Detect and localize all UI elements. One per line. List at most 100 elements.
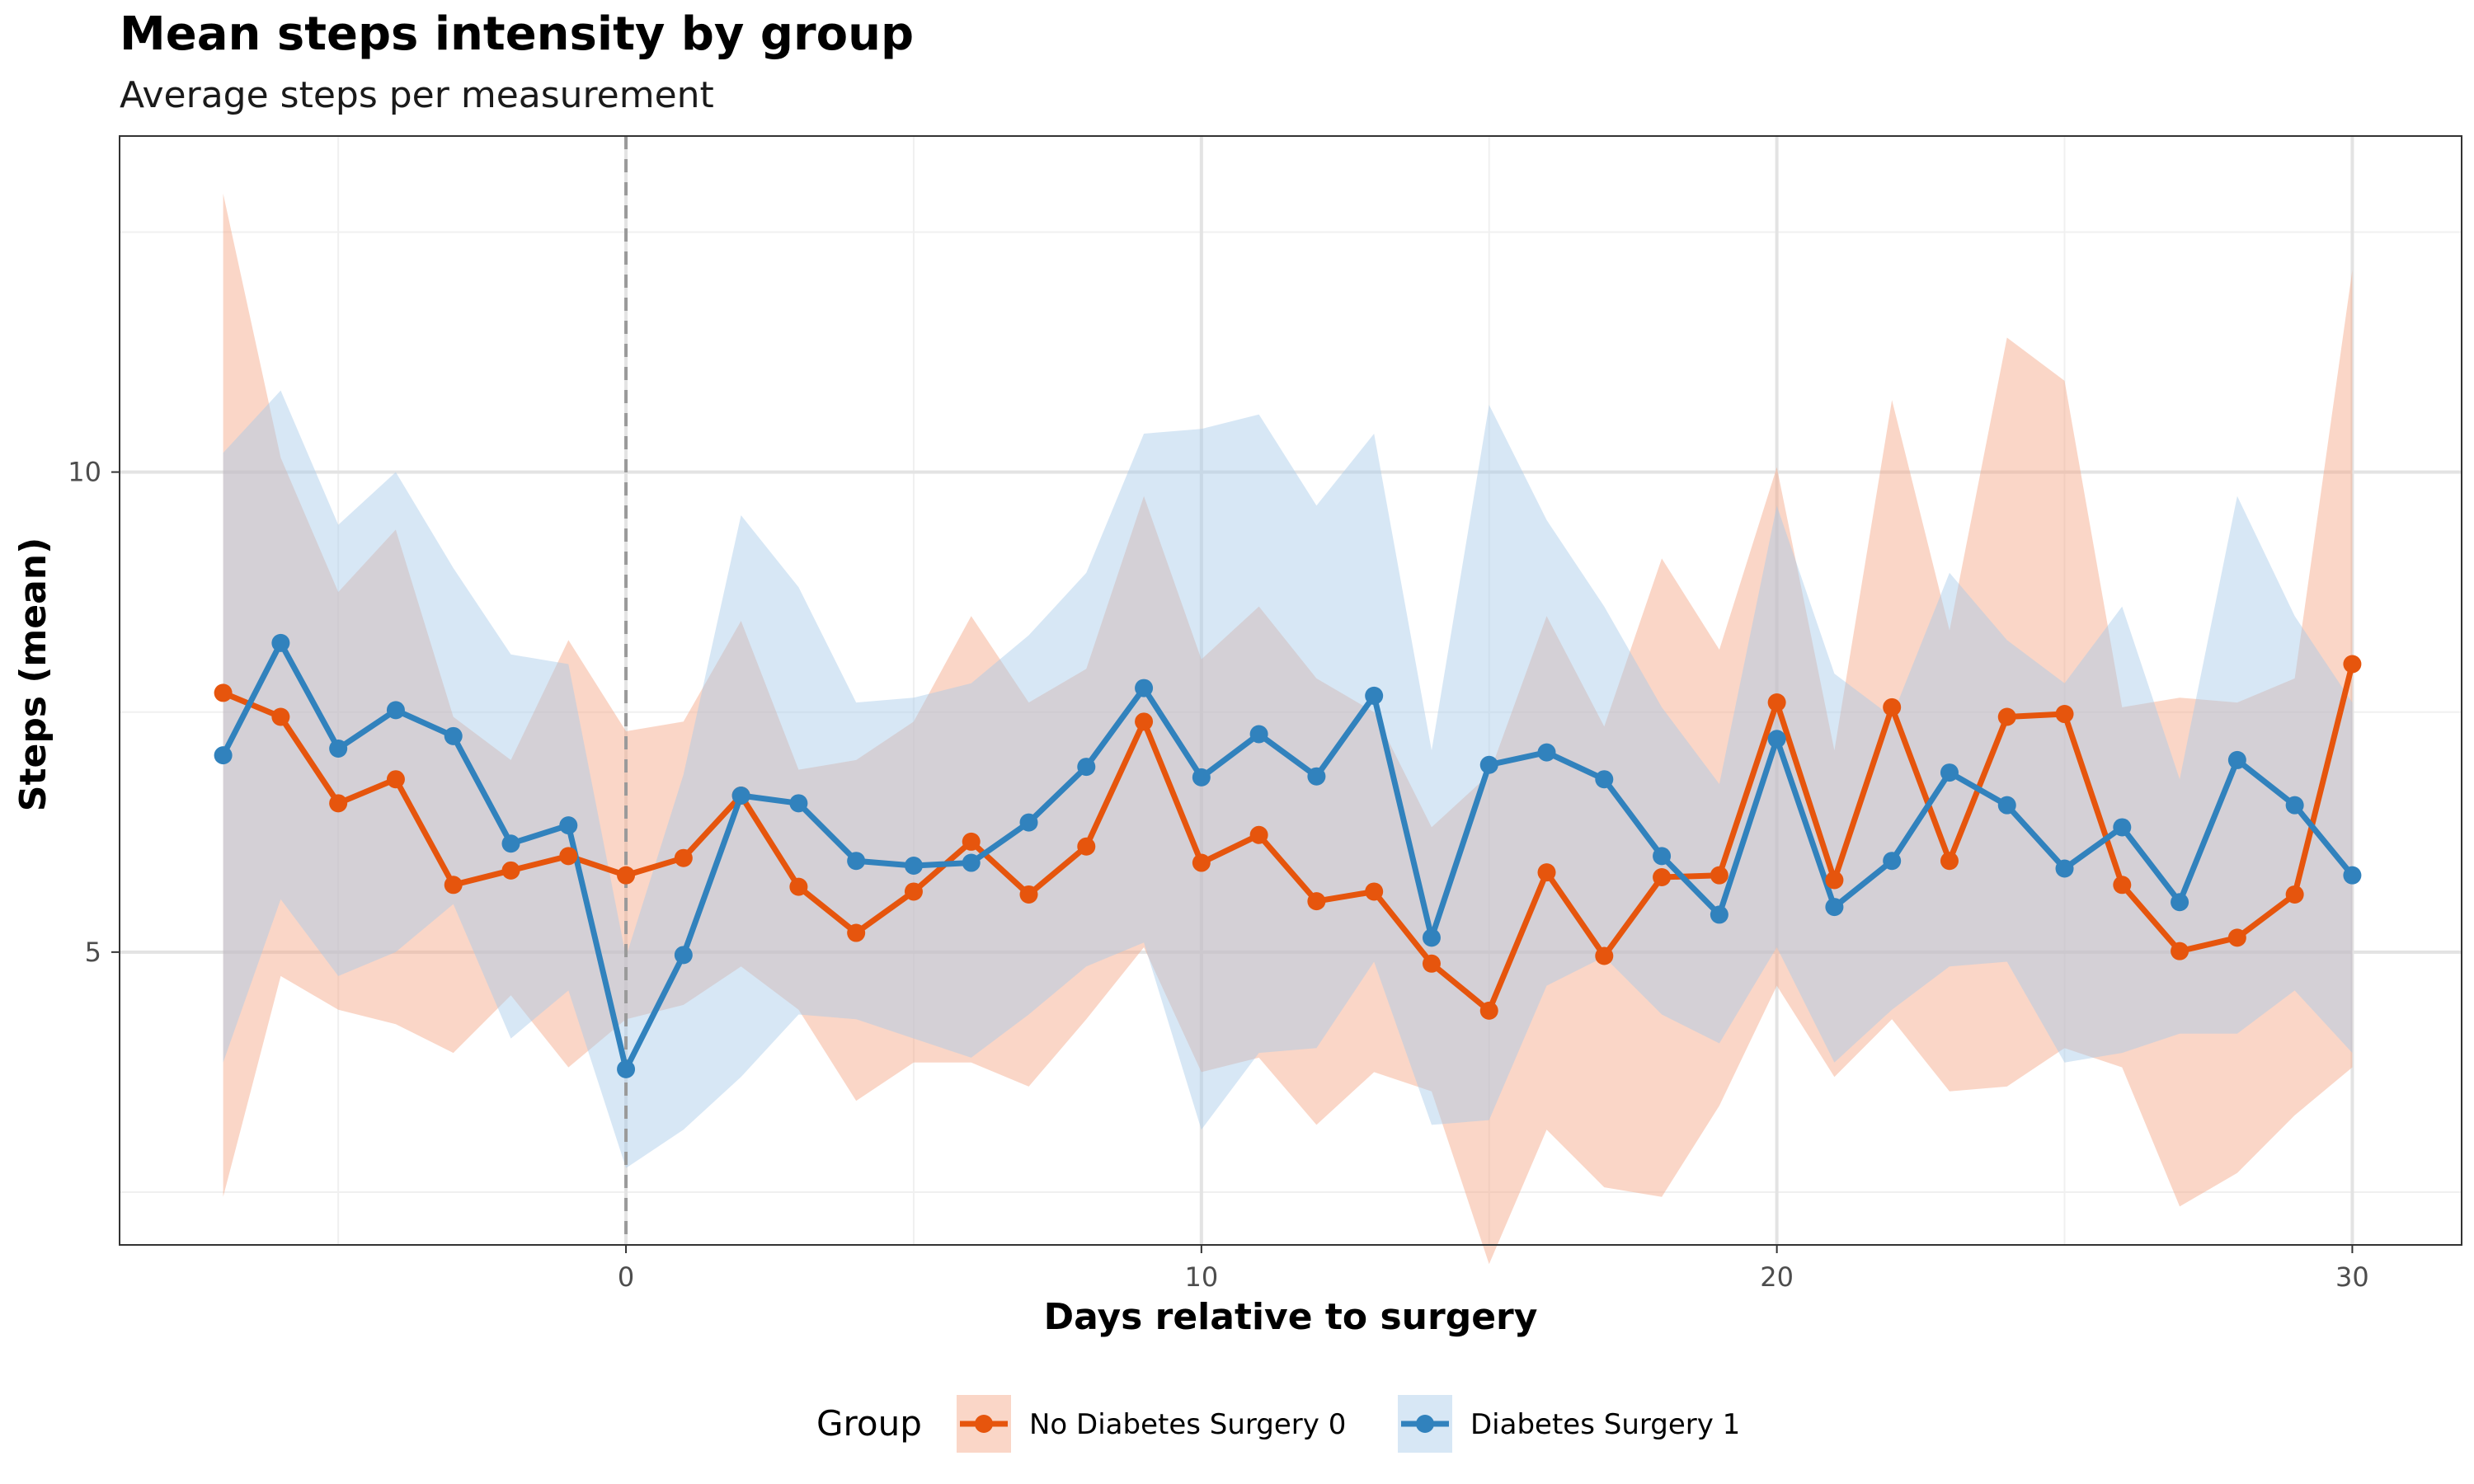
data-point-series-0 <box>1997 707 2016 726</box>
chart-title: Mean steps intensity by group <box>120 7 914 61</box>
data-point-series-1 <box>1192 768 1211 787</box>
data-point-series-1 <box>962 853 981 872</box>
data-point-series-1 <box>1422 928 1441 947</box>
data-point-series-1 <box>1940 763 1959 782</box>
data-point-series-0 <box>1135 712 1154 731</box>
data-point-series-0 <box>674 848 693 867</box>
data-point-series-0 <box>1307 892 1326 911</box>
legend-title: Group <box>816 1403 922 1444</box>
data-point-series-1 <box>1019 813 1038 832</box>
data-point-series-0 <box>1077 837 1096 856</box>
x-axis: 0 10 20 30 <box>618 1245 2369 1293</box>
data-point-series-0 <box>1825 871 1844 890</box>
plot-border <box>119 135 2462 1246</box>
data-point-series-1 <box>1767 730 1786 749</box>
data-point-series-0 <box>789 877 808 896</box>
data-point-series-0 <box>1422 954 1441 973</box>
legend-items: No Diabetes Surgery 0 Diabetes Surgery 1 <box>957 1395 1740 1453</box>
data-point-series-0 <box>1940 852 1959 871</box>
data-point-series-1 <box>214 746 233 765</box>
data-point-series-1 <box>2285 796 2304 815</box>
data-point-series-1 <box>2113 818 2132 837</box>
legend: Group No Diabetes Surgery 0 Diabetes Surg… <box>816 1395 1740 1453</box>
confidence-band-series-1 <box>223 390 2353 1168</box>
data-point-series-1 <box>1135 679 1154 697</box>
data-point-series-1 <box>2171 893 2189 912</box>
data-point-series-1 <box>617 1059 636 1078</box>
x-tick-label: 0 <box>618 1261 634 1293</box>
data-point-series-1 <box>444 726 463 745</box>
data-point-series-0 <box>2171 942 2189 960</box>
data-point-series-0 <box>2285 885 2304 904</box>
data-point-series-0 <box>1019 885 1038 904</box>
data-point-series-1 <box>1479 755 1498 774</box>
data-point-series-0 <box>501 861 520 880</box>
data-point-series-1 <box>1997 796 2016 815</box>
series-points <box>214 633 2362 1078</box>
data-point-series-0 <box>329 794 348 813</box>
y-tick-label: 10 <box>68 457 101 488</box>
data-point-series-0 <box>904 882 923 901</box>
data-point-series-0 <box>1365 882 1384 901</box>
data-point-series-0 <box>1249 825 1268 844</box>
data-point-series-0 <box>962 832 981 851</box>
data-point-series-0 <box>1192 853 1211 872</box>
data-point-series-1 <box>1883 852 1902 871</box>
legend-key-point <box>1416 1415 1434 1433</box>
x-axis-title: Days relative to surgery <box>1044 1296 1538 1338</box>
data-point-series-1 <box>559 816 578 835</box>
legend-label: Diabetes Surgery 1 <box>1470 1408 1740 1441</box>
data-point-series-0 <box>1537 863 1556 882</box>
data-point-series-1 <box>501 834 520 853</box>
data-point-series-1 <box>2055 859 2074 878</box>
data-point-series-0 <box>2227 928 2246 947</box>
confidence-band-series-0 <box>223 193 2353 1265</box>
data-point-series-1 <box>1365 686 1384 705</box>
confidence-bands <box>223 193 2353 1265</box>
data-point-series-0 <box>1653 867 1672 886</box>
legend-item-series-1: Diabetes Surgery 1 <box>1398 1395 1740 1453</box>
data-point-series-1 <box>904 857 923 876</box>
data-point-series-0 <box>2343 655 2362 674</box>
series-lines <box>220 640 2355 1073</box>
data-point-series-1 <box>2227 750 2246 769</box>
y-axis: 5 10 <box>68 457 120 968</box>
data-point-series-1 <box>329 739 348 758</box>
data-point-series-1 <box>1307 767 1326 786</box>
data-point-series-1 <box>1077 758 1096 777</box>
data-point-series-0 <box>1767 693 1786 712</box>
data-point-series-1 <box>731 787 750 805</box>
data-point-series-0 <box>386 770 405 789</box>
y-tick-label: 5 <box>85 937 101 968</box>
plot-background <box>120 136 2462 1245</box>
legend-item-series-0: No Diabetes Surgery 0 <box>957 1395 1346 1453</box>
data-point-series-0 <box>617 866 636 885</box>
data-point-series-1 <box>1537 743 1556 762</box>
data-point-series-0 <box>271 707 290 726</box>
legend-label: No Diabetes Surgery 0 <box>1029 1408 1346 1441</box>
data-point-series-0 <box>444 876 463 895</box>
plot-area <box>119 135 2462 1265</box>
data-point-series-1 <box>1595 770 1614 789</box>
y-axis-title: Steps (mean) <box>12 538 54 812</box>
data-point-series-0 <box>1595 946 1614 965</box>
data-point-series-1 <box>1825 898 1844 917</box>
x-tick-label: 30 <box>2335 1261 2369 1293</box>
data-point-series-1 <box>1249 725 1268 744</box>
data-point-series-0 <box>1883 697 1902 716</box>
legend-key-point <box>975 1415 993 1433</box>
data-point-series-0 <box>2055 705 2074 724</box>
data-point-series-0 <box>1710 866 1729 885</box>
data-point-series-1 <box>1710 905 1729 924</box>
data-point-series-0 <box>1479 1001 1498 1020</box>
x-tick-label: 20 <box>1760 1261 1794 1293</box>
data-point-series-1 <box>2343 866 2362 885</box>
data-point-series-1 <box>674 946 693 965</box>
data-point-series-1 <box>271 633 290 652</box>
data-point-series-1 <box>1653 847 1672 866</box>
data-point-series-1 <box>386 701 405 720</box>
x-tick-label: 10 <box>1184 1261 1218 1293</box>
chart-subtitle: Average steps per measurement <box>120 74 714 116</box>
series-line-1 <box>220 640 2355 1073</box>
